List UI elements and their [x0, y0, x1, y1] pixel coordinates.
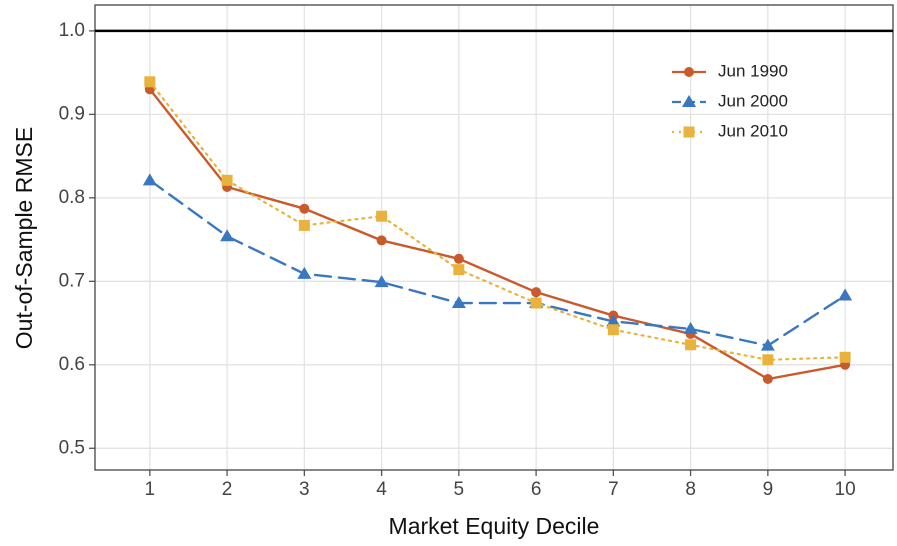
- plot-border: [94, 4, 894, 471]
- legend-label: Jun 2010: [718, 121, 788, 140]
- data-point: [376, 235, 387, 246]
- data-point: [374, 275, 389, 288]
- x-axis-label: Market Equity Decile: [389, 513, 600, 539]
- x-tick-label: 9: [763, 479, 774, 500]
- data-point: [453, 253, 464, 264]
- data-point: [221, 174, 233, 186]
- data-point: [606, 314, 621, 327]
- x-tick-label: 6: [531, 479, 542, 500]
- data-point: [220, 229, 235, 242]
- y-tick-label: 0.5: [59, 437, 85, 458]
- data-point: [683, 321, 698, 334]
- data-point: [760, 338, 775, 351]
- y-tick-label: 0.8: [59, 187, 85, 208]
- data-point: [531, 287, 542, 298]
- legend-marker: [682, 95, 696, 107]
- series-line: [148, 88, 847, 381]
- x-tick-label: 2: [222, 479, 233, 500]
- x-tick-label: 10: [835, 479, 856, 500]
- data-point: [451, 296, 466, 309]
- data-point: [142, 173, 157, 186]
- y-tick-label: 0.7: [59, 270, 85, 291]
- data-point: [685, 339, 697, 351]
- data-point: [607, 324, 619, 336]
- x-tick-label: 3: [299, 479, 310, 500]
- legend-label: Jun 1990: [718, 61, 788, 80]
- y-axis-label: Out-of-Sample RMSE: [11, 127, 37, 349]
- series-line: [148, 179, 847, 347]
- y-tick-label: 1.0: [59, 20, 85, 41]
- data-point: [762, 354, 774, 366]
- data-point: [298, 219, 310, 231]
- legend-marker: [684, 67, 694, 77]
- x-tick-label: 8: [685, 479, 696, 500]
- data-point: [144, 76, 156, 88]
- data-point: [376, 210, 388, 222]
- series-line: [148, 80, 847, 361]
- legend-label: Jun 2000: [718, 91, 788, 110]
- data-point: [838, 288, 853, 301]
- data-point: [453, 264, 465, 276]
- data-point: [299, 203, 310, 214]
- x-tick-label: 7: [608, 479, 619, 500]
- data-point: [297, 266, 312, 279]
- y-tick-label: 0.6: [59, 354, 85, 375]
- x-tick-label: 1: [145, 479, 156, 500]
- y-tick-label: 0.9: [59, 103, 85, 124]
- data-point: [839, 351, 851, 363]
- data-point: [762, 374, 773, 385]
- data-point: [530, 297, 542, 309]
- x-tick-label: 4: [376, 479, 387, 500]
- legend-marker: [683, 126, 695, 138]
- x-tick-label: 5: [454, 479, 465, 500]
